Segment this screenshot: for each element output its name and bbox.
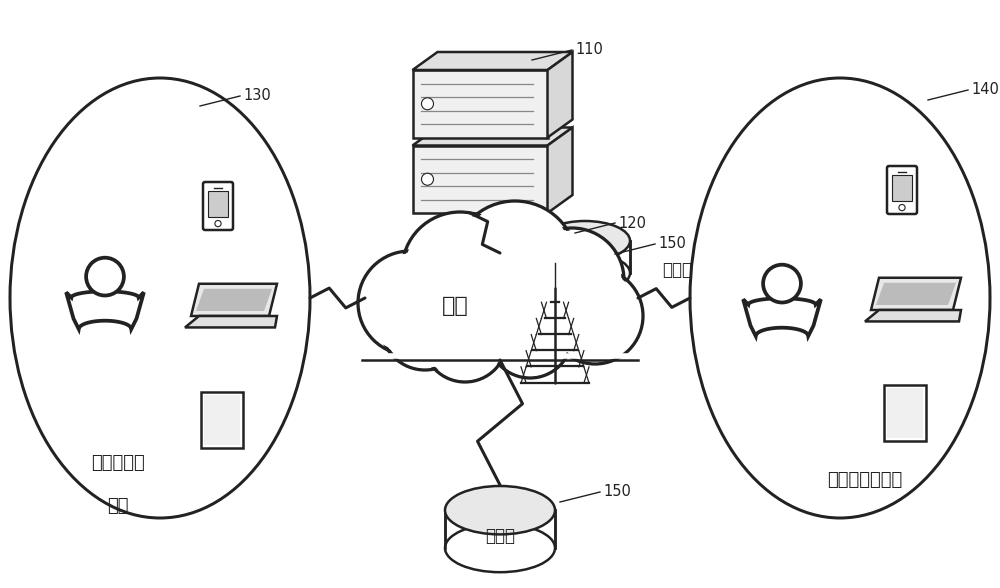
Polygon shape — [66, 291, 144, 329]
Circle shape — [453, 201, 577, 325]
Text: 终端: 终端 — [107, 497, 129, 515]
Circle shape — [523, 230, 621, 329]
Circle shape — [405, 215, 515, 325]
Polygon shape — [548, 128, 572, 213]
Bar — [892, 175, 912, 201]
Bar — [208, 192, 228, 217]
Text: 服务提供方终端: 服务提供方终端 — [827, 471, 903, 489]
Ellipse shape — [445, 486, 555, 534]
Circle shape — [402, 212, 518, 328]
Ellipse shape — [690, 78, 990, 518]
Circle shape — [763, 265, 801, 302]
Polygon shape — [413, 128, 572, 145]
Ellipse shape — [10, 78, 310, 518]
Polygon shape — [743, 298, 821, 336]
Circle shape — [490, 296, 570, 376]
Circle shape — [361, 253, 459, 352]
Circle shape — [215, 220, 221, 227]
Text: 150: 150 — [658, 236, 686, 252]
Bar — [445, 510, 555, 548]
Text: 数据库: 数据库 — [662, 261, 692, 279]
Text: 120: 120 — [618, 215, 646, 230]
Polygon shape — [196, 289, 272, 311]
Text: 服务请求方: 服务请求方 — [91, 454, 145, 472]
FancyBboxPatch shape — [203, 182, 233, 230]
Polygon shape — [413, 52, 572, 70]
Text: 网络: 网络 — [442, 296, 468, 316]
Text: 数据库: 数据库 — [485, 527, 515, 545]
Polygon shape — [548, 52, 572, 138]
Text: 150: 150 — [603, 485, 631, 499]
Circle shape — [86, 258, 124, 296]
Ellipse shape — [540, 253, 630, 293]
Ellipse shape — [415, 266, 585, 340]
Circle shape — [425, 300, 505, 380]
Ellipse shape — [445, 524, 555, 572]
Circle shape — [381, 282, 469, 370]
Ellipse shape — [540, 221, 630, 260]
Polygon shape — [191, 284, 277, 316]
Circle shape — [899, 205, 905, 211]
Text: 130: 130 — [243, 89, 271, 103]
Bar — [204, 395, 240, 445]
Circle shape — [422, 173, 434, 185]
Bar — [201, 392, 243, 448]
Bar — [413, 70, 548, 138]
Circle shape — [422, 98, 434, 110]
Polygon shape — [865, 310, 961, 322]
Circle shape — [488, 294, 572, 378]
Circle shape — [358, 251, 462, 355]
Circle shape — [423, 298, 507, 382]
FancyBboxPatch shape — [887, 166, 917, 214]
Text: 110: 110 — [575, 42, 603, 58]
Ellipse shape — [410, 260, 590, 346]
Circle shape — [520, 228, 624, 332]
Polygon shape — [876, 283, 956, 305]
Text: 140: 140 — [971, 82, 999, 98]
Polygon shape — [185, 316, 277, 328]
Circle shape — [547, 268, 643, 364]
Bar — [413, 145, 548, 213]
Bar — [540, 241, 630, 273]
Polygon shape — [871, 278, 961, 310]
Bar — [884, 385, 926, 441]
Circle shape — [456, 204, 574, 322]
Bar — [887, 388, 923, 438]
Circle shape — [549, 270, 641, 362]
Circle shape — [383, 284, 467, 368]
